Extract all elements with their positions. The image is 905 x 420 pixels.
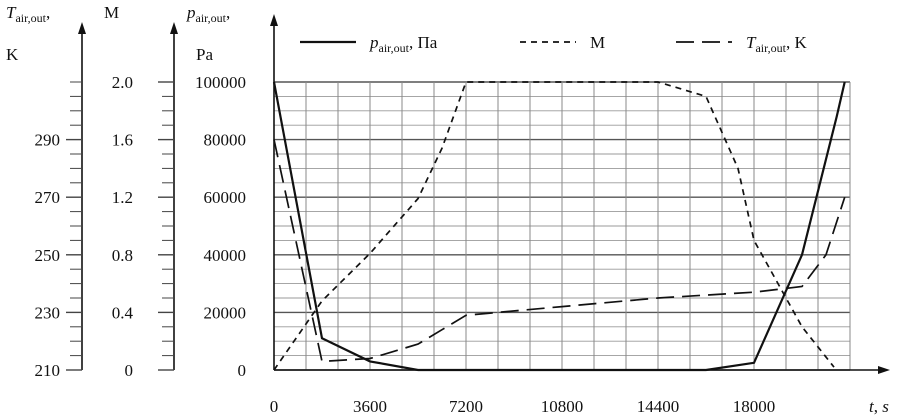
T-tick-label: 250 (35, 246, 61, 265)
x-tick-label: 14400 (637, 397, 680, 416)
x-tick-label: 0 (270, 397, 279, 416)
p-tick-label: 0 (238, 361, 247, 380)
T-tick-label: 230 (35, 303, 61, 322)
p-tick-label: 20000 (204, 303, 247, 322)
p-axis-title: pair,out, (186, 3, 230, 25)
M-axis-arrow (170, 22, 178, 34)
x-tick-label: 3600 (353, 397, 387, 416)
legend-label-M: M (590, 33, 605, 52)
p-axis-arrow (270, 14, 278, 26)
axes: 0 3600 7200 10800 14400 18000 t, s 210 230 250 270… (6, 3, 890, 416)
T-tick-label: 270 (35, 188, 61, 207)
M-axis-title: M (104, 3, 119, 22)
grid (274, 81, 851, 371)
x-axis-arrow (878, 366, 890, 374)
legend-label-T: Tair,out, K (746, 33, 807, 55)
p-tick-label: 40000 (204, 246, 247, 265)
legend: pair,out, Па M Tair,out, K (300, 33, 807, 55)
M-tick-label: 1.6 (112, 131, 133, 150)
x-tick-label: 10800 (541, 397, 584, 416)
T-axis-unit: K (6, 45, 19, 64)
M-tick-label: 0.4 (112, 303, 134, 322)
p-tick-label: 80000 (204, 131, 247, 150)
T-axis-title: Tair,out, (6, 3, 50, 25)
x-tick-label: 18000 (733, 397, 776, 416)
plot-lines (272, 81, 846, 372)
M-tick-label: 2.0 (112, 73, 133, 92)
x-tick-label: 7200 (449, 397, 483, 416)
T-tick-label: 290 (35, 131, 61, 150)
M-tick-label: 0.8 (112, 246, 133, 265)
p-tick-label: 100000 (195, 73, 246, 92)
series-line-p (272, 81, 846, 372)
T-tick-label: 210 (35, 361, 61, 380)
T-axis-arrow (78, 22, 86, 34)
p-tick-label: 60000 (204, 188, 247, 207)
p-axis-unit: Pa (196, 45, 213, 64)
series-line-T (273, 139, 846, 363)
x-axis-label: t, s (869, 397, 889, 416)
M-tick-label: 0 (125, 361, 134, 380)
legend-label-p: pair,out, Па (369, 33, 438, 55)
M-tick-label: 1.2 (112, 188, 133, 207)
